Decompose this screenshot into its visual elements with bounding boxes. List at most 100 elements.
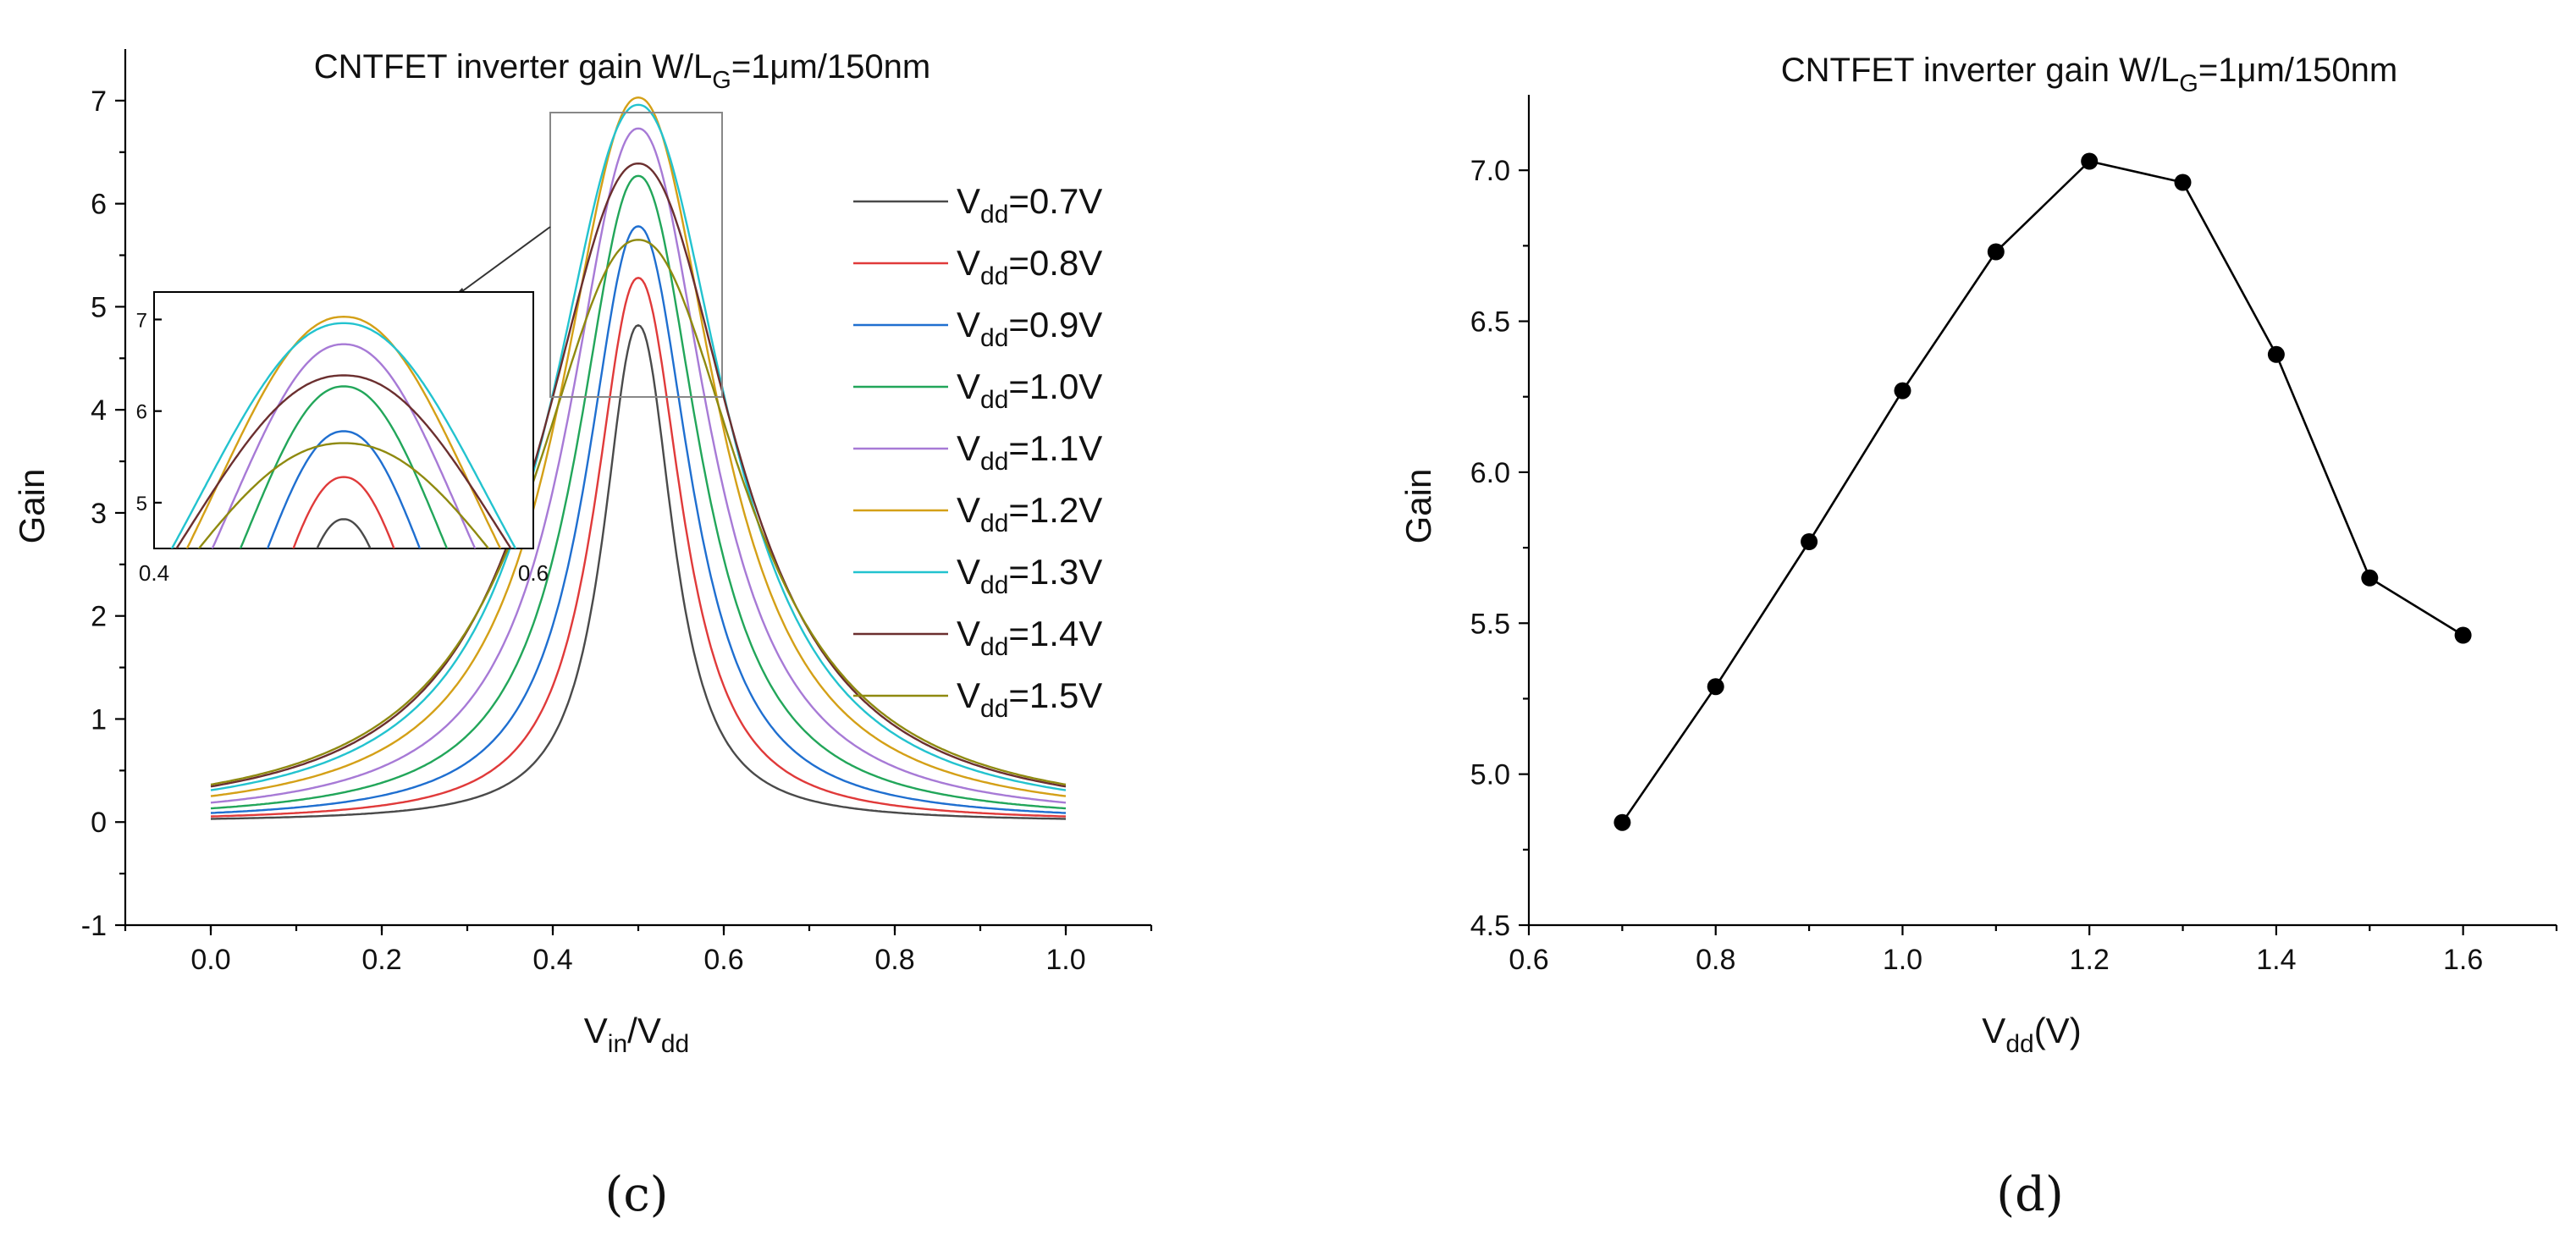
chart-c-legend-label: Vdd=1.1V	[957, 428, 1102, 476]
chart-c-zoom-box	[549, 112, 723, 398]
chart-c-y-tick-label: 5	[91, 291, 107, 323]
chart-d-y-tick-label: 7.0	[1470, 155, 1510, 187]
chart-d-data-point	[2361, 569, 2379, 587]
chart-c-inset-x-tick-label: 0.4	[139, 560, 169, 586]
chart-c-series-line-vdd-1.3	[210, 103, 1067, 791]
chart-c-y-tick-label: 4	[91, 394, 107, 427]
chart-d-data-point	[1707, 678, 1724, 696]
chart-c-legend-item: Vdd=1.4V	[853, 614, 1102, 661]
chart-d-data-point	[2174, 174, 2192, 191]
chart-d-y-tick-label: 4.5	[1470, 910, 1510, 942]
chart-c-inset-line-vdd-1.3	[170, 322, 517, 548]
chart-c-legend-label: Vdd=0.7V	[957, 181, 1102, 229]
chart-d-x-tick-label: 0.6	[1509, 944, 1548, 976]
chart-d-x-tick-label: 1.6	[2443, 944, 2483, 976]
chart-d-y-tick-label: 5.5	[1470, 608, 1510, 640]
chart-c-y-tick-label: 1	[91, 703, 107, 736]
chart-c-legend-label: Vdd=0.9V	[957, 305, 1102, 352]
chart-c-legend-item: Vdd=0.8V	[853, 243, 1102, 290]
chart-d-x-tick-label: 0.8	[1696, 944, 1735, 976]
chart-c-legend-item: Vdd=1.1V	[853, 428, 1102, 476]
chart-c-y-tick-label: 7	[91, 85, 107, 118]
chart-c-y-tick-label: 0	[91, 807, 107, 839]
chart-c-series-line-vdd-0.8	[210, 277, 1067, 818]
chart-d-x-tick-label: 1.2	[2070, 944, 2110, 976]
chart-c-inset-line-vdd-0.8	[292, 476, 395, 548]
chart-c-legend: Vdd=0.7V Vdd=0.8V Vdd=0.9V Vdd=1.0V Vdd=1.1V…	[853, 181, 1102, 723]
chart-d-data-point	[1613, 813, 1631, 831]
chart-c-legend-label: Vdd=1.5V	[957, 675, 1102, 723]
chart-c-inset-curves	[170, 315, 517, 548]
chart-c-legend-item: Vdd=1.5V	[853, 675, 1102, 723]
panel-c-chart: CNTFET inverter gain W/LG=1μm/150nm -1 0 1…	[12, 48, 1153, 1222]
chart-c-y-tick-label: 3	[91, 498, 107, 530]
chart-c-x-tick-label: 0.6	[703, 944, 743, 976]
chart-c-inset-line-vdd-1.4	[175, 374, 512, 548]
chart-d-x-tick-label: 1.0	[1883, 944, 1922, 976]
chart-d-x-tick-label: 1.4	[2256, 944, 2296, 976]
chart-c-inset-line-vdd-1.1	[211, 343, 477, 548]
chart-d-title: CNTFET inverter gain W/LG=1μm/150nm	[1781, 52, 2397, 97]
chart-c-legend-item: Vdd=1.2V	[853, 490, 1102, 537]
chart-c-x-tick-label: 0.2	[361, 944, 401, 976]
chart-c-series-line-vdd-1.4	[210, 162, 1067, 788]
chart-c-inset-y-tick-label: 7	[136, 309, 147, 332]
chart-c-legend-label: Vdd=0.8V	[957, 243, 1102, 290]
panel-d-chart: CNTFET inverter gain W/LG=1μm/150nm 4.5 5…	[1398, 52, 2558, 1222]
chart-c-inset-frame	[153, 291, 534, 549]
chart-d-data-point	[2081, 152, 2099, 170]
chart-c-inset-line-vdd-1.0	[239, 385, 449, 548]
chart-c-series-line-vdd-1.1	[210, 127, 1067, 804]
chart-c-x-tick-label: 0.8	[874, 944, 914, 976]
chart-c-legend-item: Vdd=1.3V	[853, 552, 1102, 599]
chart-c-inset-line-vdd-1.5	[197, 442, 490, 548]
panel-c-label: (c)	[604, 1167, 668, 1222]
chart-c-x-tick-label: 0.0	[190, 944, 230, 976]
chart-c-inset-x-tick-label: 0.6	[518, 560, 549, 586]
chart-c-series-line-vdd-1.0	[210, 174, 1067, 810]
chart-c-series-line-vdd-0.7	[210, 324, 1067, 820]
chart-d-y-tick-label: 5.0	[1470, 759, 1510, 791]
chart-d-data-point	[1801, 533, 1818, 550]
chart-c-x-label: Vin/Vdd	[584, 1011, 689, 1058]
chart-c-inset-line-vdd-0.7	[316, 518, 372, 548]
chart-d-x-label: Vdd(V)	[1982, 1011, 2081, 1058]
chart-d-axes	[1527, 95, 2557, 927]
chart-c-inset: 5 6 7 0.4 0.6	[136, 291, 549, 586]
chart-c-y-label: Gain	[12, 469, 52, 544]
chart-c-y-tick-label: 2	[91, 601, 107, 633]
chart-d-data-point	[2267, 345, 2285, 363]
chart-d-data-point	[1894, 382, 1911, 400]
chart-c-series	[210, 96, 1067, 820]
chart-c-legend-label: Vdd=1.0V	[957, 366, 1102, 414]
chart-d-y-tick-label: 6.5	[1470, 306, 1510, 339]
chart-d-x-ticks: 0.6 0.8 1.0 1.2 1.4 1.6	[1509, 925, 2558, 976]
chart-c-y-tick-label: 6	[91, 189, 107, 221]
chart-d-data-point	[2454, 626, 2472, 644]
chart-c-x-ticks: 0.0 0.2 0.4 0.6 0.8 1.0	[124, 925, 1153, 976]
chart-c-legend-item: Vdd=1.0V	[853, 366, 1102, 414]
chart-c-series-line-vdd-1.2	[210, 96, 1067, 797]
panel-d-label: (d)	[1996, 1167, 2064, 1222]
chart-c-legend-item: Vdd=0.7V	[853, 181, 1102, 229]
chart-c-inset-y-tick-label: 5	[136, 493, 147, 515]
chart-d-y-ticks: 4.5 5.0 5.5 6.0 6.5 7.0	[1470, 155, 1529, 942]
chart-c-legend-label: Vdd=1.4V	[957, 614, 1102, 661]
chart-d-data-point	[1987, 243, 2005, 261]
chart-c-y-tick-label: -1	[81, 910, 107, 942]
chart-d-series-line	[1621, 160, 2464, 824]
chart-c-zoom-arrow	[455, 226, 551, 297]
chart-c-series-line-vdd-0.9	[210, 225, 1067, 814]
chart-c-x-tick-label: 1.0	[1045, 944, 1085, 976]
chart-d-y-label: Gain	[1398, 469, 1438, 544]
chart-c-legend-item: Vdd=0.9V	[853, 305, 1102, 352]
chart-d-series	[1613, 152, 2472, 831]
chart-c-inset-line-vdd-0.9	[266, 430, 422, 548]
chart-c-legend-label: Vdd=1.3V	[957, 552, 1102, 599]
chart-d-y-tick-label: 6.0	[1470, 457, 1510, 489]
chart-c-series-line-vdd-1.5	[210, 239, 1067, 786]
chart-c-x-tick-label: 0.4	[532, 944, 572, 976]
chart-c-y-ticks: -1 0 1 2 3 4 5 6 7	[81, 85, 125, 942]
chart-c-inset-y-tick-label: 6	[136, 401, 147, 424]
